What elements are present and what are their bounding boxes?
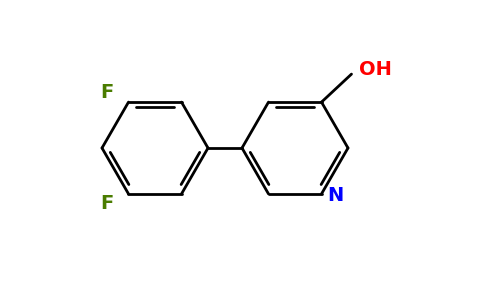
Text: F: F xyxy=(100,194,113,213)
Text: OH: OH xyxy=(359,60,392,79)
Text: F: F xyxy=(100,82,113,102)
Text: N: N xyxy=(327,186,344,206)
